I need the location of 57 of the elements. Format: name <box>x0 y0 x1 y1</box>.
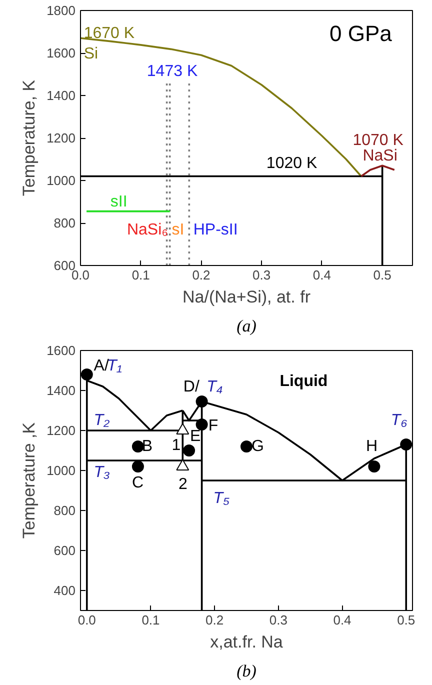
y-tick-label: 1800 <box>46 3 76 18</box>
text: (a) <box>236 316 257 336</box>
x-tick-label: 0.5 <box>397 612 416 628</box>
annotation: C <box>132 474 144 492</box>
annotation: 0 GPa <box>330 20 393 46</box>
x-tick-label: 0.2 <box>206 612 224 628</box>
annotation: 1070 K <box>352 132 404 150</box>
annotation: 1670 K <box>84 24 135 42</box>
y-tick-label: 800 <box>54 503 76 518</box>
annotation: D/ <box>183 378 200 396</box>
y-tick-label: 800 <box>54 216 76 230</box>
y-tick-label: 1200 <box>46 130 76 146</box>
annotation: T₃ <box>94 464 110 482</box>
annotation: T₂ <box>94 412 110 430</box>
annotation: Liquid <box>280 373 328 390</box>
y-tick-label: 1400 <box>46 88 76 103</box>
y-tick-label: 1400 <box>46 383 76 398</box>
annotation: NaSi <box>362 147 398 164</box>
x-tick-label: 0.4 <box>333 612 352 628</box>
annotation: Si <box>84 45 98 62</box>
y-tick-label: 400 <box>54 583 76 598</box>
annotation: 1020 K <box>266 155 318 172</box>
y-axis-title: Temperature, K <box>20 79 39 196</box>
annotation: sI <box>172 221 184 238</box>
x-tick-label: 0.1 <box>142 612 160 628</box>
annotation: 2 <box>178 476 188 494</box>
x-tick-label: 0.1 <box>132 268 150 282</box>
annotation: T₅ <box>213 490 230 508</box>
y-tick-label: 600 <box>54 543 76 558</box>
x-tick-label: 0.4 <box>312 268 331 282</box>
x-axis-title: x,at.fr. Na <box>210 632 284 652</box>
annotation: H <box>366 438 378 456</box>
annotation: B <box>142 438 153 456</box>
annotation: A/ <box>94 358 110 375</box>
x-tick-label: 0.3 <box>252 268 271 282</box>
annotation: 1473 K <box>146 63 198 80</box>
y-axis-title: Temperature ,K <box>20 422 39 539</box>
y-tick-label: 1000 <box>46 173 76 188</box>
annotation: G <box>251 438 264 456</box>
x-axis-title: Na/(Na+Si), at. fr <box>182 288 311 306</box>
y-tick-label: 1600 <box>46 46 76 60</box>
y-tick-label: 1200 <box>46 423 76 438</box>
y-tick-label: 1000 <box>46 463 76 478</box>
text: (b) <box>236 662 257 680</box>
annotation: 1 <box>172 437 181 454</box>
annotation: E <box>190 428 201 445</box>
annotation: sII <box>110 193 128 210</box>
annotation: NaSi₆ <box>126 221 168 238</box>
annotation: HP-sII <box>193 221 238 238</box>
annotation: T₄ <box>206 378 223 396</box>
x-tick-label: 0.3 <box>269 612 288 628</box>
x-tick-label: 0.5 <box>373 268 392 282</box>
x-tick-label: 0.2 <box>192 268 210 282</box>
annotation: T₆ <box>390 412 408 430</box>
y-tick-label: 1600 <box>46 343 76 358</box>
annotation: F <box>208 417 218 434</box>
x-tick-label: 0.0 <box>78 612 96 628</box>
